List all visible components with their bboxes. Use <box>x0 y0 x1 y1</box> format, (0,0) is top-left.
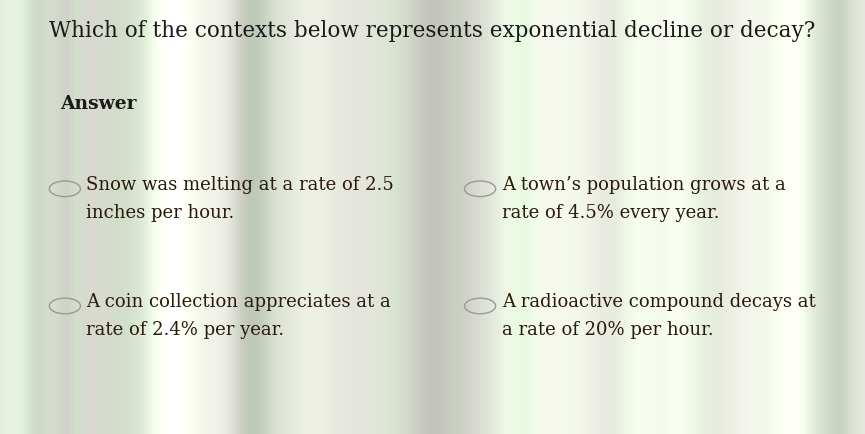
Text: a rate of 20% per hour.: a rate of 20% per hour. <box>502 321 714 339</box>
Text: Snow was melting at a rate of 2.5: Snow was melting at a rate of 2.5 <box>86 176 394 194</box>
Text: Which of the contexts below represents exponential decline or decay?: Which of the contexts below represents e… <box>49 20 816 42</box>
Text: inches per hour.: inches per hour. <box>86 204 234 222</box>
Text: rate of 4.5% every year.: rate of 4.5% every year. <box>502 204 719 222</box>
Text: Answer: Answer <box>61 95 137 113</box>
Text: A radioactive compound decays at: A radioactive compound decays at <box>502 293 816 311</box>
Text: A town’s population grows at a: A town’s population grows at a <box>502 176 785 194</box>
Text: A coin collection appreciates at a: A coin collection appreciates at a <box>86 293 391 311</box>
Text: rate of 2.4% per year.: rate of 2.4% per year. <box>86 321 285 339</box>
